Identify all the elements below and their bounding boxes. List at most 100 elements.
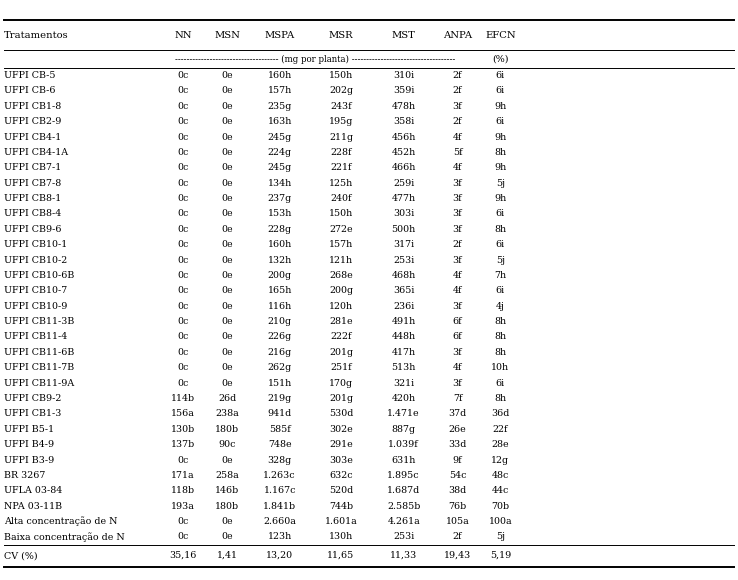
Text: 0c: 0c <box>177 517 189 526</box>
Text: 272e: 272e <box>329 225 353 234</box>
Text: 5,19: 5,19 <box>490 551 511 560</box>
Text: 195g: 195g <box>328 117 354 126</box>
Text: 5f: 5f <box>452 148 463 157</box>
Text: UFPI CB11-3B: UFPI CB11-3B <box>4 317 74 326</box>
Text: 0e: 0e <box>221 240 233 249</box>
Text: 0c: 0c <box>177 164 189 172</box>
Text: NN: NN <box>174 31 192 40</box>
Text: 6i: 6i <box>496 209 505 219</box>
Text: UFPI CB10-2: UFPI CB10-2 <box>4 256 67 264</box>
Text: 6i: 6i <box>496 240 505 249</box>
Text: 37d: 37d <box>449 409 466 418</box>
Text: 448h: 448h <box>392 332 415 342</box>
Text: 321i: 321i <box>393 379 414 387</box>
Text: 1.471e: 1.471e <box>387 409 420 418</box>
Text: 28e: 28e <box>492 440 509 449</box>
Text: 303e: 303e <box>329 455 353 465</box>
Text: 171a: 171a <box>171 471 195 480</box>
Text: 310i: 310i <box>393 71 414 80</box>
Text: 281e: 281e <box>329 317 353 326</box>
Text: 2f: 2f <box>453 86 462 96</box>
Text: 9f: 9f <box>452 455 463 465</box>
Text: UFPI CB10-9: UFPI CB10-9 <box>4 302 67 311</box>
Text: UFPI CB11-7B: UFPI CB11-7B <box>4 363 74 372</box>
Text: UFPI CB7-8: UFPI CB7-8 <box>4 179 61 188</box>
Text: 0e: 0e <box>221 302 233 311</box>
Text: 150h: 150h <box>329 209 353 219</box>
Text: 7h: 7h <box>494 271 506 280</box>
Text: 235g: 235g <box>267 102 292 111</box>
Text: 6i: 6i <box>496 71 505 80</box>
Text: 54c: 54c <box>449 471 466 480</box>
Text: 0c: 0c <box>177 348 189 357</box>
Text: 6i: 6i <box>496 86 505 96</box>
Text: 0c: 0c <box>177 117 189 126</box>
Text: 105a: 105a <box>446 517 469 526</box>
Text: UFPI CB10-1: UFPI CB10-1 <box>4 240 67 249</box>
Text: 6i: 6i <box>496 379 505 387</box>
Text: 125h: 125h <box>329 179 353 188</box>
Text: 491h: 491h <box>392 317 415 326</box>
Text: 33d: 33d <box>449 440 466 449</box>
Text: 0e: 0e <box>221 287 233 295</box>
Text: 8h: 8h <box>494 348 506 357</box>
Text: 170g: 170g <box>329 379 353 387</box>
Text: 2.585b: 2.585b <box>387 502 421 510</box>
Text: 4.261a: 4.261a <box>387 517 420 526</box>
Text: UFPI B4-9: UFPI B4-9 <box>4 440 54 449</box>
Text: 0e: 0e <box>221 332 233 342</box>
Text: 251f: 251f <box>330 363 352 372</box>
Text: 632c: 632c <box>329 471 353 480</box>
Text: 26d: 26d <box>218 394 236 403</box>
Text: 8h: 8h <box>494 317 506 326</box>
Text: 137b: 137b <box>171 440 195 449</box>
Text: 3f: 3f <box>452 194 463 203</box>
Text: UFPI B5-1: UFPI B5-1 <box>4 425 54 434</box>
Text: 6f: 6f <box>452 317 463 326</box>
Text: 153h: 153h <box>267 209 292 219</box>
Text: 4f: 4f <box>453 287 462 295</box>
Text: 6f: 6f <box>452 332 463 342</box>
Text: 317i: 317i <box>393 240 414 249</box>
Text: 0e: 0e <box>221 194 233 203</box>
Text: UFPI CB-6: UFPI CB-6 <box>4 86 55 96</box>
Text: 0e: 0e <box>221 179 233 188</box>
Text: 130b: 130b <box>171 425 195 434</box>
Text: 210g: 210g <box>268 317 292 326</box>
Text: 44c: 44c <box>492 486 509 495</box>
Text: 146b: 146b <box>215 486 239 495</box>
Text: 3f: 3f <box>452 302 463 311</box>
Text: 0c: 0c <box>177 225 189 234</box>
Text: 226g: 226g <box>268 332 292 342</box>
Text: UFPI CB9-6: UFPI CB9-6 <box>4 225 61 234</box>
Text: 11,33: 11,33 <box>390 551 417 560</box>
Text: 114b: 114b <box>171 394 195 403</box>
Text: 4f: 4f <box>453 133 462 142</box>
Text: 211g: 211g <box>329 133 353 142</box>
Text: 0c: 0c <box>177 287 189 295</box>
Text: 466h: 466h <box>391 164 416 172</box>
Text: 478h: 478h <box>392 102 415 111</box>
Text: 0e: 0e <box>221 363 233 372</box>
Text: 5j: 5j <box>496 179 505 188</box>
Text: 468h: 468h <box>392 271 415 280</box>
Text: UFPI CB10-7: UFPI CB10-7 <box>4 287 67 295</box>
Text: 941d: 941d <box>268 409 292 418</box>
Text: 1.687d: 1.687d <box>387 486 421 495</box>
Text: 0e: 0e <box>221 164 233 172</box>
Text: 236i: 236i <box>393 302 414 311</box>
Text: 0c: 0c <box>177 455 189 465</box>
Text: 0c: 0c <box>177 194 189 203</box>
Text: 4f: 4f <box>453 164 462 172</box>
Text: 38d: 38d <box>449 486 466 495</box>
Text: 240f: 240f <box>330 194 352 203</box>
Text: 3f: 3f <box>452 348 463 357</box>
Text: 130h: 130h <box>329 532 353 542</box>
Text: 2f: 2f <box>453 240 462 249</box>
Text: 0e: 0e <box>221 517 233 526</box>
Text: 0e: 0e <box>221 455 233 465</box>
Text: 157h: 157h <box>268 86 292 96</box>
Text: 245g: 245g <box>268 133 292 142</box>
Text: 0e: 0e <box>221 133 233 142</box>
Text: 477h: 477h <box>392 194 415 203</box>
